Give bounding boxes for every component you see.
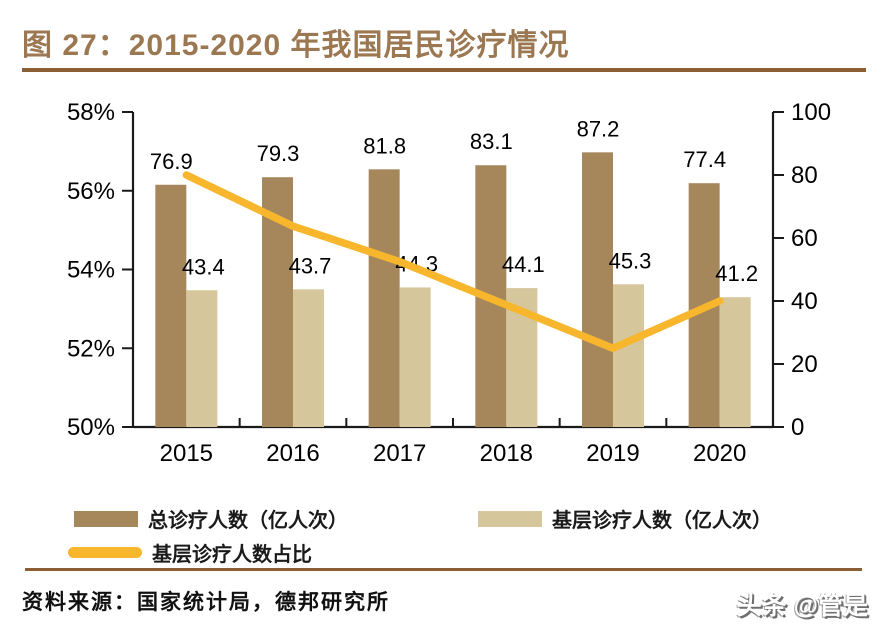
source-text: 资料来源：国家统计局，德邦研究所 (22, 590, 390, 614)
x-axis-label: 2019 (586, 440, 639, 467)
legend-item-primary: 基层诊疗人数（亿人次） (478, 504, 772, 533)
x-axis-label: 2020 (693, 440, 746, 467)
watermark-text: 头条 @管是 (736, 592, 868, 620)
bar-label-primary: 44.1 (502, 252, 545, 277)
legend-swatch-ratio (68, 547, 142, 558)
bar-primary-2020 (719, 297, 751, 427)
legend-label-ratio: 基层诊疗人数占比 (152, 544, 312, 566)
left-axis-label: 58% (67, 99, 115, 126)
figure-title: 图 27：2015-2020 年我国居民诊疗情况 (22, 29, 570, 62)
bar-primary-2015 (186, 290, 218, 427)
bar-total-2017 (368, 169, 400, 427)
bar-label-primary: 45.3 (609, 248, 652, 273)
bar-label-total: 81.8 (363, 133, 406, 158)
bar-primary-2016 (293, 289, 324, 427)
footer-rule (25, 568, 862, 571)
x-axis-label: 2016 (266, 440, 319, 467)
right-axis-label: 80 (791, 162, 818, 189)
x-axis-label: 2018 (480, 440, 533, 467)
legend-swatch-primary (478, 510, 542, 527)
bar-total-2019 (582, 152, 613, 427)
right-axis-label: 20 (791, 351, 818, 378)
bar-label-primary: 41.2 (715, 261, 758, 286)
right-axis-label: 40 (791, 288, 818, 315)
ratio-line (182, 171, 724, 352)
bar-total-2015 (155, 184, 187, 427)
right-axis-label: 0 (791, 414, 804, 441)
left-axis-label: 54% (67, 257, 115, 284)
legend-item-ratio: 基层诊疗人数占比 (68, 538, 312, 567)
left-axis-label: 56% (67, 178, 115, 205)
left-axis-label: 52% (67, 335, 115, 362)
bar-label-total: 76.9 (150, 149, 193, 174)
bar-label-primary: 43.4 (182, 254, 225, 279)
bar-label-total: 77.4 (683, 147, 726, 172)
legend-label-primary: 基层诊疗人数（亿人次） (552, 510, 772, 532)
right-axis-label: 100 (791, 99, 831, 126)
bar-primary-2019 (613, 284, 644, 427)
bar-primary-2017 (399, 287, 431, 427)
legend-label-total: 总诊疗人数（亿人次） (148, 510, 348, 532)
diagnosis-chart: 58% 56% 54% 52% 50% 100 80 60 40 20 0 76.9 43.4 2015 7… (67, 99, 831, 467)
x-axis-label: 2015 (160, 440, 213, 467)
left-axis-label: 50% (67, 414, 115, 441)
bar-label-primary: 43.7 (289, 253, 332, 278)
bar-label-total: 87.2 (577, 116, 620, 141)
legend-item-total: 总诊疗人数（亿人次） (74, 504, 348, 533)
x-axis-label: 2017 (373, 440, 426, 467)
right-axis-label: 60 (791, 225, 818, 252)
legend-swatch-total (74, 510, 138, 527)
bar-label-total: 83.1 (470, 129, 513, 154)
bar-label-total: 79.3 (257, 141, 300, 166)
title-rule (22, 68, 866, 72)
axis-lines (131, 112, 775, 429)
